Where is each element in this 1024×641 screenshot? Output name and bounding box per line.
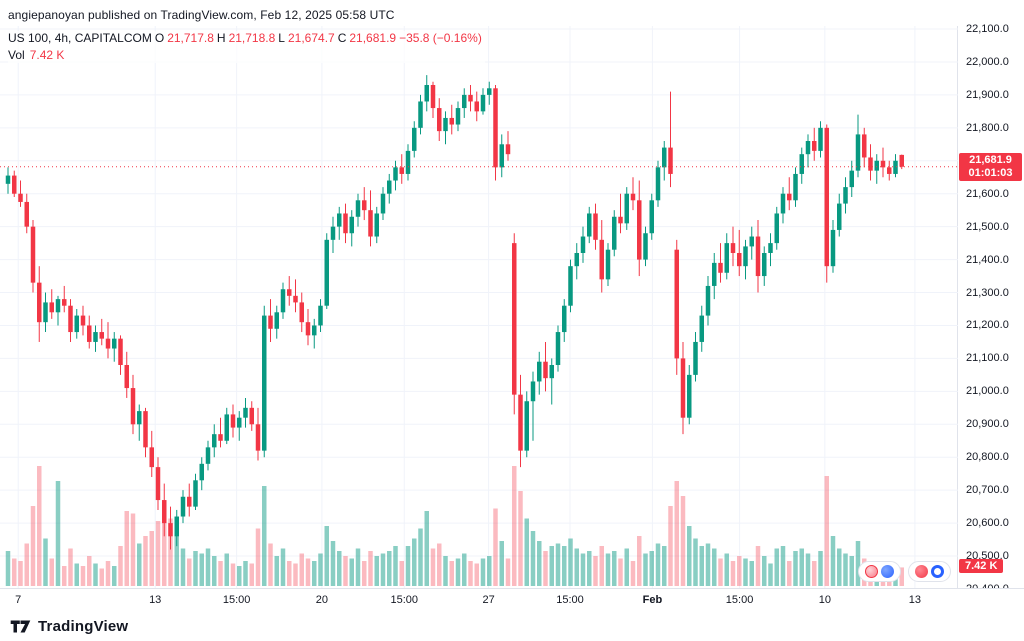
- tradingview-wordmark[interactable]: TradingView: [38, 617, 129, 635]
- symbol-title[interactable]: US 100, 4h, CAPITALCOM: [8, 31, 152, 45]
- high-label: H: [216, 31, 226, 45]
- reaction-badge[interactable]: [858, 561, 901, 582]
- price-tick-label: 21,100.0: [966, 352, 1009, 365]
- last-price-label: 21,681.9 01:01:03: [959, 152, 1022, 181]
- volume-legend-value: 7.42 K: [29, 48, 65, 62]
- last-price-value: 21,681.9: [969, 153, 1012, 166]
- time-tick-label: Feb: [642, 594, 663, 606]
- time-tick-label: 27: [482, 594, 495, 606]
- emoji-reaction-icon: [881, 565, 894, 578]
- emoji-reaction-icon: [931, 565, 944, 578]
- volume-label: 7.42 K: [959, 559, 1004, 574]
- price-axis[interactable]: 21,681.9 01:01:03 7.42 K 22,100.0 22,000.…: [958, 23, 1024, 595]
- price-tick-label: 20,900.0: [966, 418, 1009, 431]
- time-tick-label: 15:00: [556, 594, 584, 606]
- candlestick-chart: [0, 26, 958, 588]
- close-label: C: [337, 31, 347, 45]
- open-value: 21,717.8: [167, 31, 214, 45]
- price-tick-label: 20,500.0: [966, 550, 1009, 563]
- time-axis[interactable]: 7 13 15:00 20 15:00 27 15:00 Feb 15:00 10 13: [0, 588, 1024, 612]
- time-tick-label: 13: [149, 594, 162, 606]
- reaction-badge[interactable]: [908, 561, 951, 582]
- bar-countdown: 01:01:03: [968, 166, 1013, 179]
- low-value: 21,674.7: [287, 31, 335, 45]
- footer: TradingView: [0, 612, 1024, 640]
- time-tick-label: 20: [315, 594, 328, 606]
- price-tick-label: 22,000.0: [966, 55, 1009, 68]
- time-tick-label: 10: [818, 594, 831, 606]
- price-tick-label: 20,800.0: [966, 451, 1009, 464]
- legend-ohlc-row: US 100, 4h, CAPITALCOM O 21,717.8 H 21,718.8…: [8, 31, 485, 46]
- legend-volume-row: Vol 7.42 K: [8, 48, 485, 63]
- time-tick-label: 15:00: [390, 594, 419, 606]
- low-label: L: [278, 31, 285, 45]
- reaction-badges: [858, 561, 951, 582]
- price-tick-label: 20,600.0: [966, 517, 1009, 530]
- time-tick-label: 15:00: [725, 594, 754, 606]
- price-tick-label: 21,600.0: [966, 187, 1009, 200]
- price-tick-label: 20,700.0: [966, 484, 1009, 497]
- chart-area: US 100, 4h, CAPITALCOM O 21,717.8 H 21,718.8…: [0, 23, 1024, 595]
- open-label: O: [154, 31, 165, 45]
- time-tick-label: 7: [15, 594, 22, 606]
- price-tick-label: 21,400.0: [966, 253, 1009, 266]
- price-tick-label: 21,800.0: [966, 121, 1009, 134]
- price-tick-label: 21,000.0: [966, 385, 1009, 398]
- attribution-text[interactable]: angiepanoyan published on TradingView.co…: [8, 8, 395, 22]
- change-value: −35.8 (−0.16%): [399, 31, 482, 45]
- price-tick-label: 21,900.0: [966, 88, 1009, 101]
- close-value: 21,681.9: [349, 31, 397, 45]
- emoji-reaction-icon: [865, 565, 878, 578]
- time-tick-label: 15:00: [222, 594, 251, 606]
- legend: US 100, 4h, CAPITALCOM O 21,717.8 H 21,718.8…: [8, 31, 485, 63]
- price-pane[interactable]: US 100, 4h, CAPITALCOM O 21,717.8 H 21,718.8…: [0, 26, 958, 588]
- tradingview-logo-icon[interactable]: [10, 619, 31, 634]
- price-tick-label: 22,100.0: [966, 23, 1009, 35]
- price-tick-label: 21,500.0: [966, 220, 1009, 233]
- time-tick-label: 13: [908, 594, 921, 606]
- emoji-reaction-icon: [915, 565, 928, 578]
- volume-legend-label: Vol: [8, 48, 25, 62]
- price-tick-label: 21,300.0: [966, 286, 1009, 299]
- high-value: 21,718.8: [228, 31, 276, 45]
- price-tick-label: 21,200.0: [966, 319, 1009, 332]
